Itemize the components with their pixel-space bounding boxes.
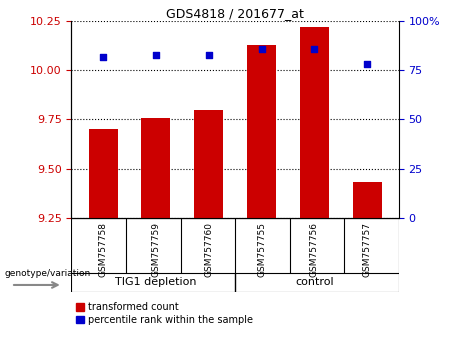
Point bbox=[363, 62, 371, 67]
Text: GSM757759: GSM757759 bbox=[151, 222, 160, 277]
Text: genotype/variation: genotype/variation bbox=[5, 269, 91, 278]
Text: GSM757758: GSM757758 bbox=[99, 222, 107, 277]
Title: GDS4818 / 201677_at: GDS4818 / 201677_at bbox=[166, 7, 304, 20]
Bar bbox=[142, 118, 171, 218]
Point bbox=[205, 52, 213, 57]
Bar bbox=[300, 27, 329, 218]
Point bbox=[152, 52, 160, 57]
Text: GSM757757: GSM757757 bbox=[363, 222, 372, 277]
Bar bbox=[353, 182, 382, 218]
Point bbox=[100, 54, 107, 59]
Text: GSM757760: GSM757760 bbox=[204, 222, 213, 277]
Text: GSM757756: GSM757756 bbox=[310, 222, 319, 277]
Text: control: control bbox=[295, 277, 334, 287]
Point bbox=[311, 46, 318, 52]
Point bbox=[258, 46, 265, 52]
Bar bbox=[89, 129, 118, 218]
Legend: transformed count, percentile rank within the sample: transformed count, percentile rank withi… bbox=[77, 302, 253, 325]
Text: TIG1 depletion: TIG1 depletion bbox=[115, 277, 197, 287]
Text: GSM757755: GSM757755 bbox=[257, 222, 266, 277]
Bar bbox=[247, 45, 276, 218]
Bar bbox=[194, 110, 223, 218]
